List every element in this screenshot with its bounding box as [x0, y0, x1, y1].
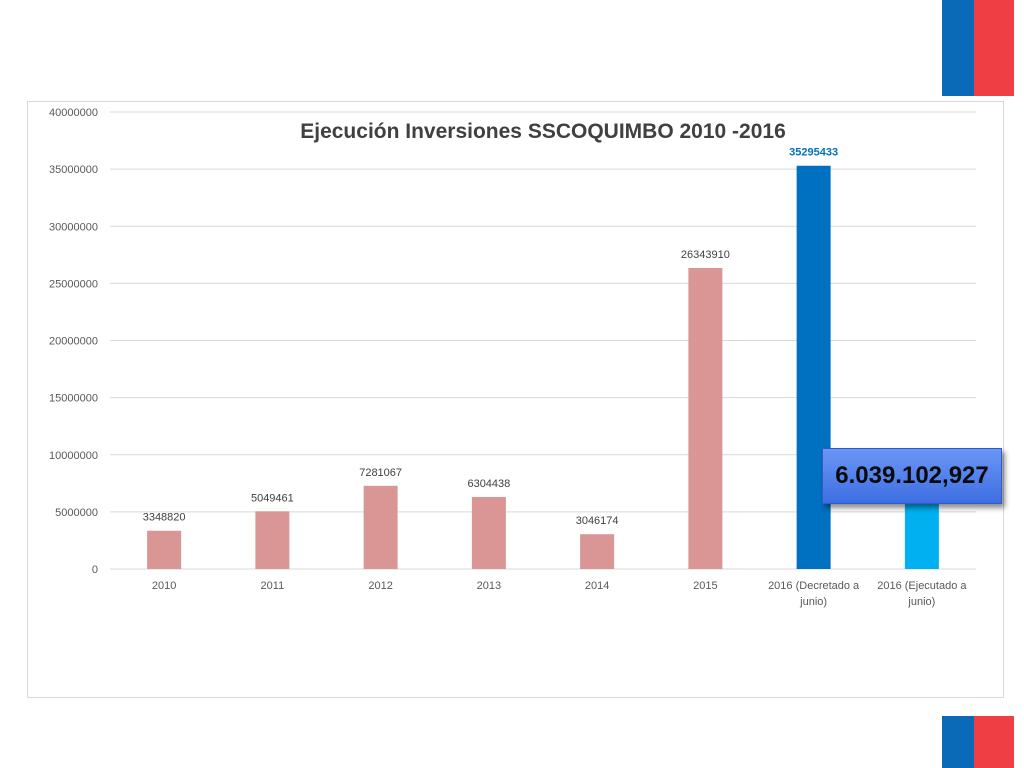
bar	[796, 165, 831, 569]
bar-chart: 0 5000000 10000000 15000000 20000000 25000000…	[49, 107, 976, 608]
y-tick-label: 30000000	[49, 221, 98, 233]
data-label: 5049461	[251, 492, 294, 504]
brand-stripe-red	[974, 716, 1014, 768]
x-category-label: 2014	[585, 580, 609, 592]
x-category-label: 2010	[152, 580, 176, 592]
y-tick-label: 40000000	[49, 107, 98, 119]
y-tick-label: 15000000	[49, 393, 98, 405]
x-category-label: 2012	[368, 580, 392, 592]
data-label: 26343910	[681, 249, 730, 261]
x-category-label: 2013	[477, 580, 501, 592]
brand-stripe-blue	[942, 716, 974, 768]
bar	[580, 534, 615, 569]
data-label: 35295433	[789, 147, 838, 159]
x-category-label: 2011	[261, 580, 285, 592]
y-tick-label: 0	[92, 564, 98, 576]
data-label: 6304438	[467, 478, 510, 490]
brand-stripe-blue	[942, 0, 974, 96]
brand-bar-top	[942, 0, 1014, 96]
y-tick-label: 35000000	[49, 164, 98, 176]
y-tick-label: 10000000	[49, 450, 98, 462]
data-label: 3348820	[143, 512, 186, 524]
x-category-label: 2016 (Ejecutado a junio)	[877, 580, 967, 608]
bar	[471, 496, 506, 569]
brand-stripe-red	[974, 0, 1014, 96]
data-label: 7281067	[359, 467, 402, 479]
x-category-label: 2015	[693, 580, 717, 592]
y-tick-label: 25000000	[49, 278, 98, 290]
x-category-label: 2016 (Decretado a junio)	[768, 580, 860, 608]
y-tick-label: 5000000	[55, 507, 98, 519]
y-tick-label: 20000000	[49, 336, 98, 348]
data-label: 3046174	[576, 515, 619, 527]
bar	[363, 485, 398, 569]
bar	[904, 500, 939, 569]
bar	[255, 511, 290, 569]
brand-bar-bottom	[942, 716, 1014, 768]
chart-frame: 0 5000000 10000000 15000000 20000000 25000000…	[27, 101, 1004, 698]
bar	[688, 268, 723, 569]
chart-title: Ejecución Inversiones SSCOQUIMBO 2010 -2…	[300, 120, 786, 143]
callout-executed-value: 6.039.102,927	[822, 448, 1002, 504]
bar	[147, 530, 182, 569]
